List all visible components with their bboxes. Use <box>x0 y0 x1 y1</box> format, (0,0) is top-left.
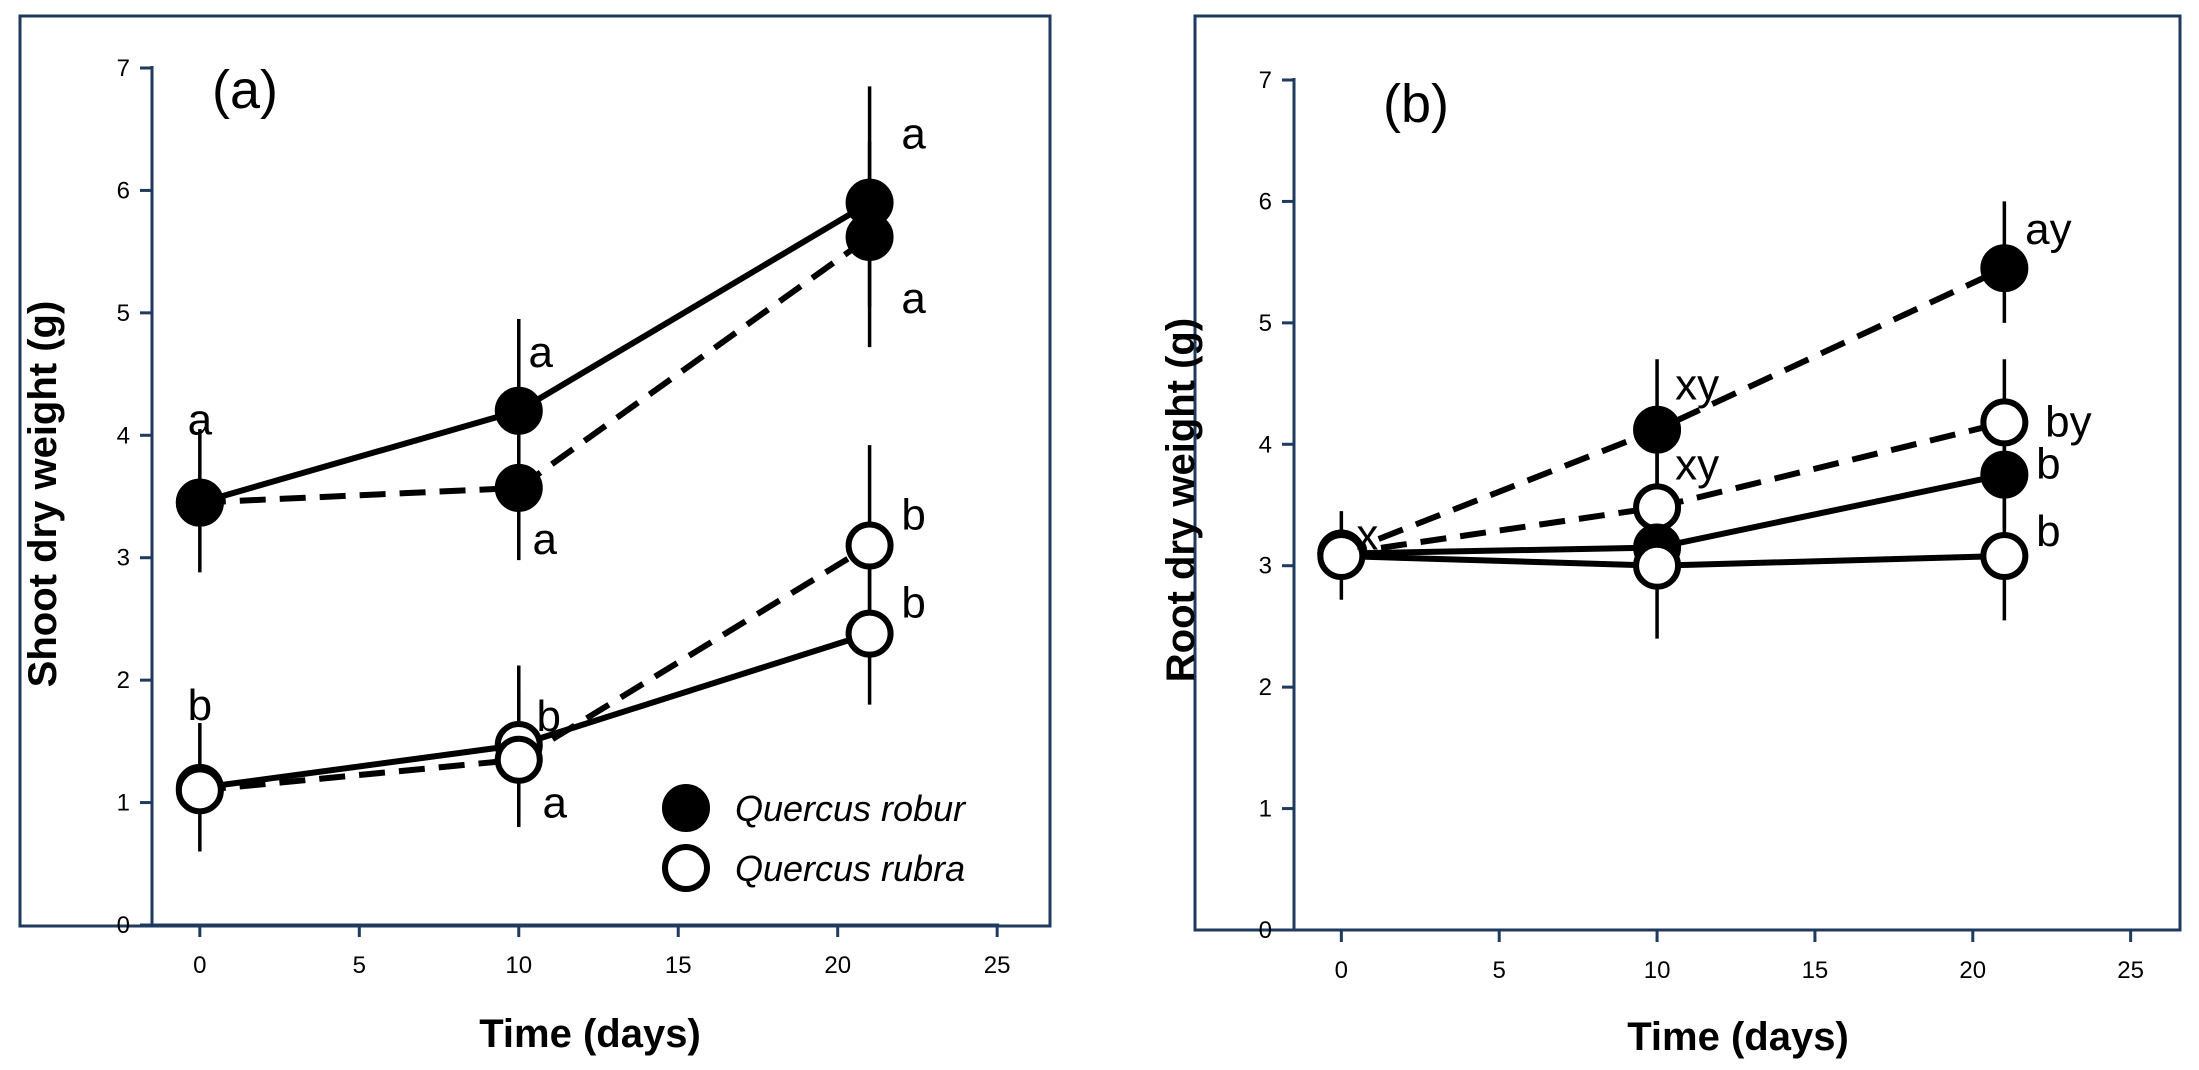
chart-panel-b: 0 1 2 3 4 5 6 7 0 5 10 15 20 25 Time (days) Root dry we… <box>1159 14 2182 1059</box>
significance-letter: a <box>533 515 558 564</box>
x-tick-label: 10 <box>505 952 532 979</box>
data-point-open <box>175 766 224 815</box>
y-tick-label: 0 <box>1259 917 1272 944</box>
data-point-filled <box>494 386 543 435</box>
legend-label: Quercus rubra <box>735 848 965 889</box>
significance-letter: b <box>2036 440 2060 489</box>
data-point-open <box>1980 532 2029 580</box>
data-point-filled <box>1980 450 2029 499</box>
y-tick-label: 7 <box>117 55 130 82</box>
y-tick-label: 1 <box>117 790 130 817</box>
x-tick-label: 0 <box>193 952 206 979</box>
chart-panel-a: 0 1 2 3 4 5 6 7 0 5 10 15 20 25 Time (days) Shoot dry w… <box>18 14 1052 1056</box>
x-axis-title: Time (days) <box>479 1012 701 1056</box>
panel-label: (b) <box>1383 74 1449 134</box>
legend-marker-open <box>662 844 710 892</box>
x-tick-label: 5 <box>353 952 366 979</box>
significance-letter: xy <box>1675 361 1719 410</box>
x-tick-label: 5 <box>1493 957 1506 984</box>
data-point-open <box>845 521 894 570</box>
series-line-dashed <box>199 234 872 506</box>
data-point-open <box>1633 541 1682 590</box>
y-tick-label: 5 <box>1259 310 1272 337</box>
y-tick-label: 4 <box>117 422 130 449</box>
y-tick-label: 6 <box>117 177 130 204</box>
panel-label: (a) <box>212 60 278 120</box>
y-axis-title: Root dry weight (g) <box>1159 318 1203 682</box>
data-point-filled <box>845 212 894 261</box>
significance-letter: ay <box>2025 205 2071 254</box>
y-tick-label: 1 <box>1259 796 1272 823</box>
x-tick-label: 10 <box>1644 957 1671 984</box>
data-point-filled <box>175 478 224 527</box>
y-tick-label: 2 <box>1259 674 1272 701</box>
data-point-open <box>1980 398 2029 447</box>
significance-letter: b <box>901 490 925 539</box>
data-point-filled <box>1633 405 1682 454</box>
legend-label: Quercus robur <box>735 788 967 829</box>
y-tick-label: 4 <box>1259 431 1272 458</box>
y-tick-label: 3 <box>117 545 130 572</box>
data-point-open <box>1317 532 1366 580</box>
data-point-filled <box>1980 244 2029 293</box>
significance-letter: a <box>543 779 568 828</box>
significance-letter: x <box>1356 511 1378 560</box>
y-tick-label: 6 <box>1259 188 1272 215</box>
significance-letter: a <box>901 110 926 159</box>
data-point-open <box>845 609 894 658</box>
y-tick-label: 0 <box>117 912 130 939</box>
significance-letter: b <box>901 579 925 628</box>
legend-marker-filled <box>662 784 710 832</box>
y-tick-label: 3 <box>1259 553 1272 580</box>
x-tick-label: 20 <box>1959 957 1986 984</box>
data-point-filled <box>494 463 543 512</box>
significance-letter: b <box>188 681 212 730</box>
significance-letter: a <box>188 396 213 445</box>
x-axis-title: Time (days) <box>1627 1015 1849 1059</box>
significance-letter: a <box>901 274 926 323</box>
data-point-open <box>1633 483 1682 532</box>
significance-letter: xy <box>1675 440 1719 489</box>
x-tick-label: 25 <box>2117 957 2144 984</box>
data-point-open <box>494 735 543 784</box>
y-tick-label: 5 <box>117 300 130 327</box>
significance-letter: by <box>2045 397 2091 446</box>
y-tick-label: 7 <box>1259 67 1272 94</box>
y-axis-title: Shoot dry weight (g) <box>21 301 65 688</box>
x-tick-label: 25 <box>984 952 1011 979</box>
y-tick-label: 2 <box>117 667 130 694</box>
significance-letter: b <box>2036 507 2060 556</box>
x-tick-label: 15 <box>1802 957 1829 984</box>
legend: Quercus robur Quercus rubra <box>662 784 967 892</box>
x-tick-label: 15 <box>665 952 692 979</box>
significance-letter: a <box>529 328 554 377</box>
significance-letter: b <box>537 692 561 741</box>
x-tick-label: 0 <box>1335 957 1348 984</box>
x-tick-label: 20 <box>824 952 851 979</box>
